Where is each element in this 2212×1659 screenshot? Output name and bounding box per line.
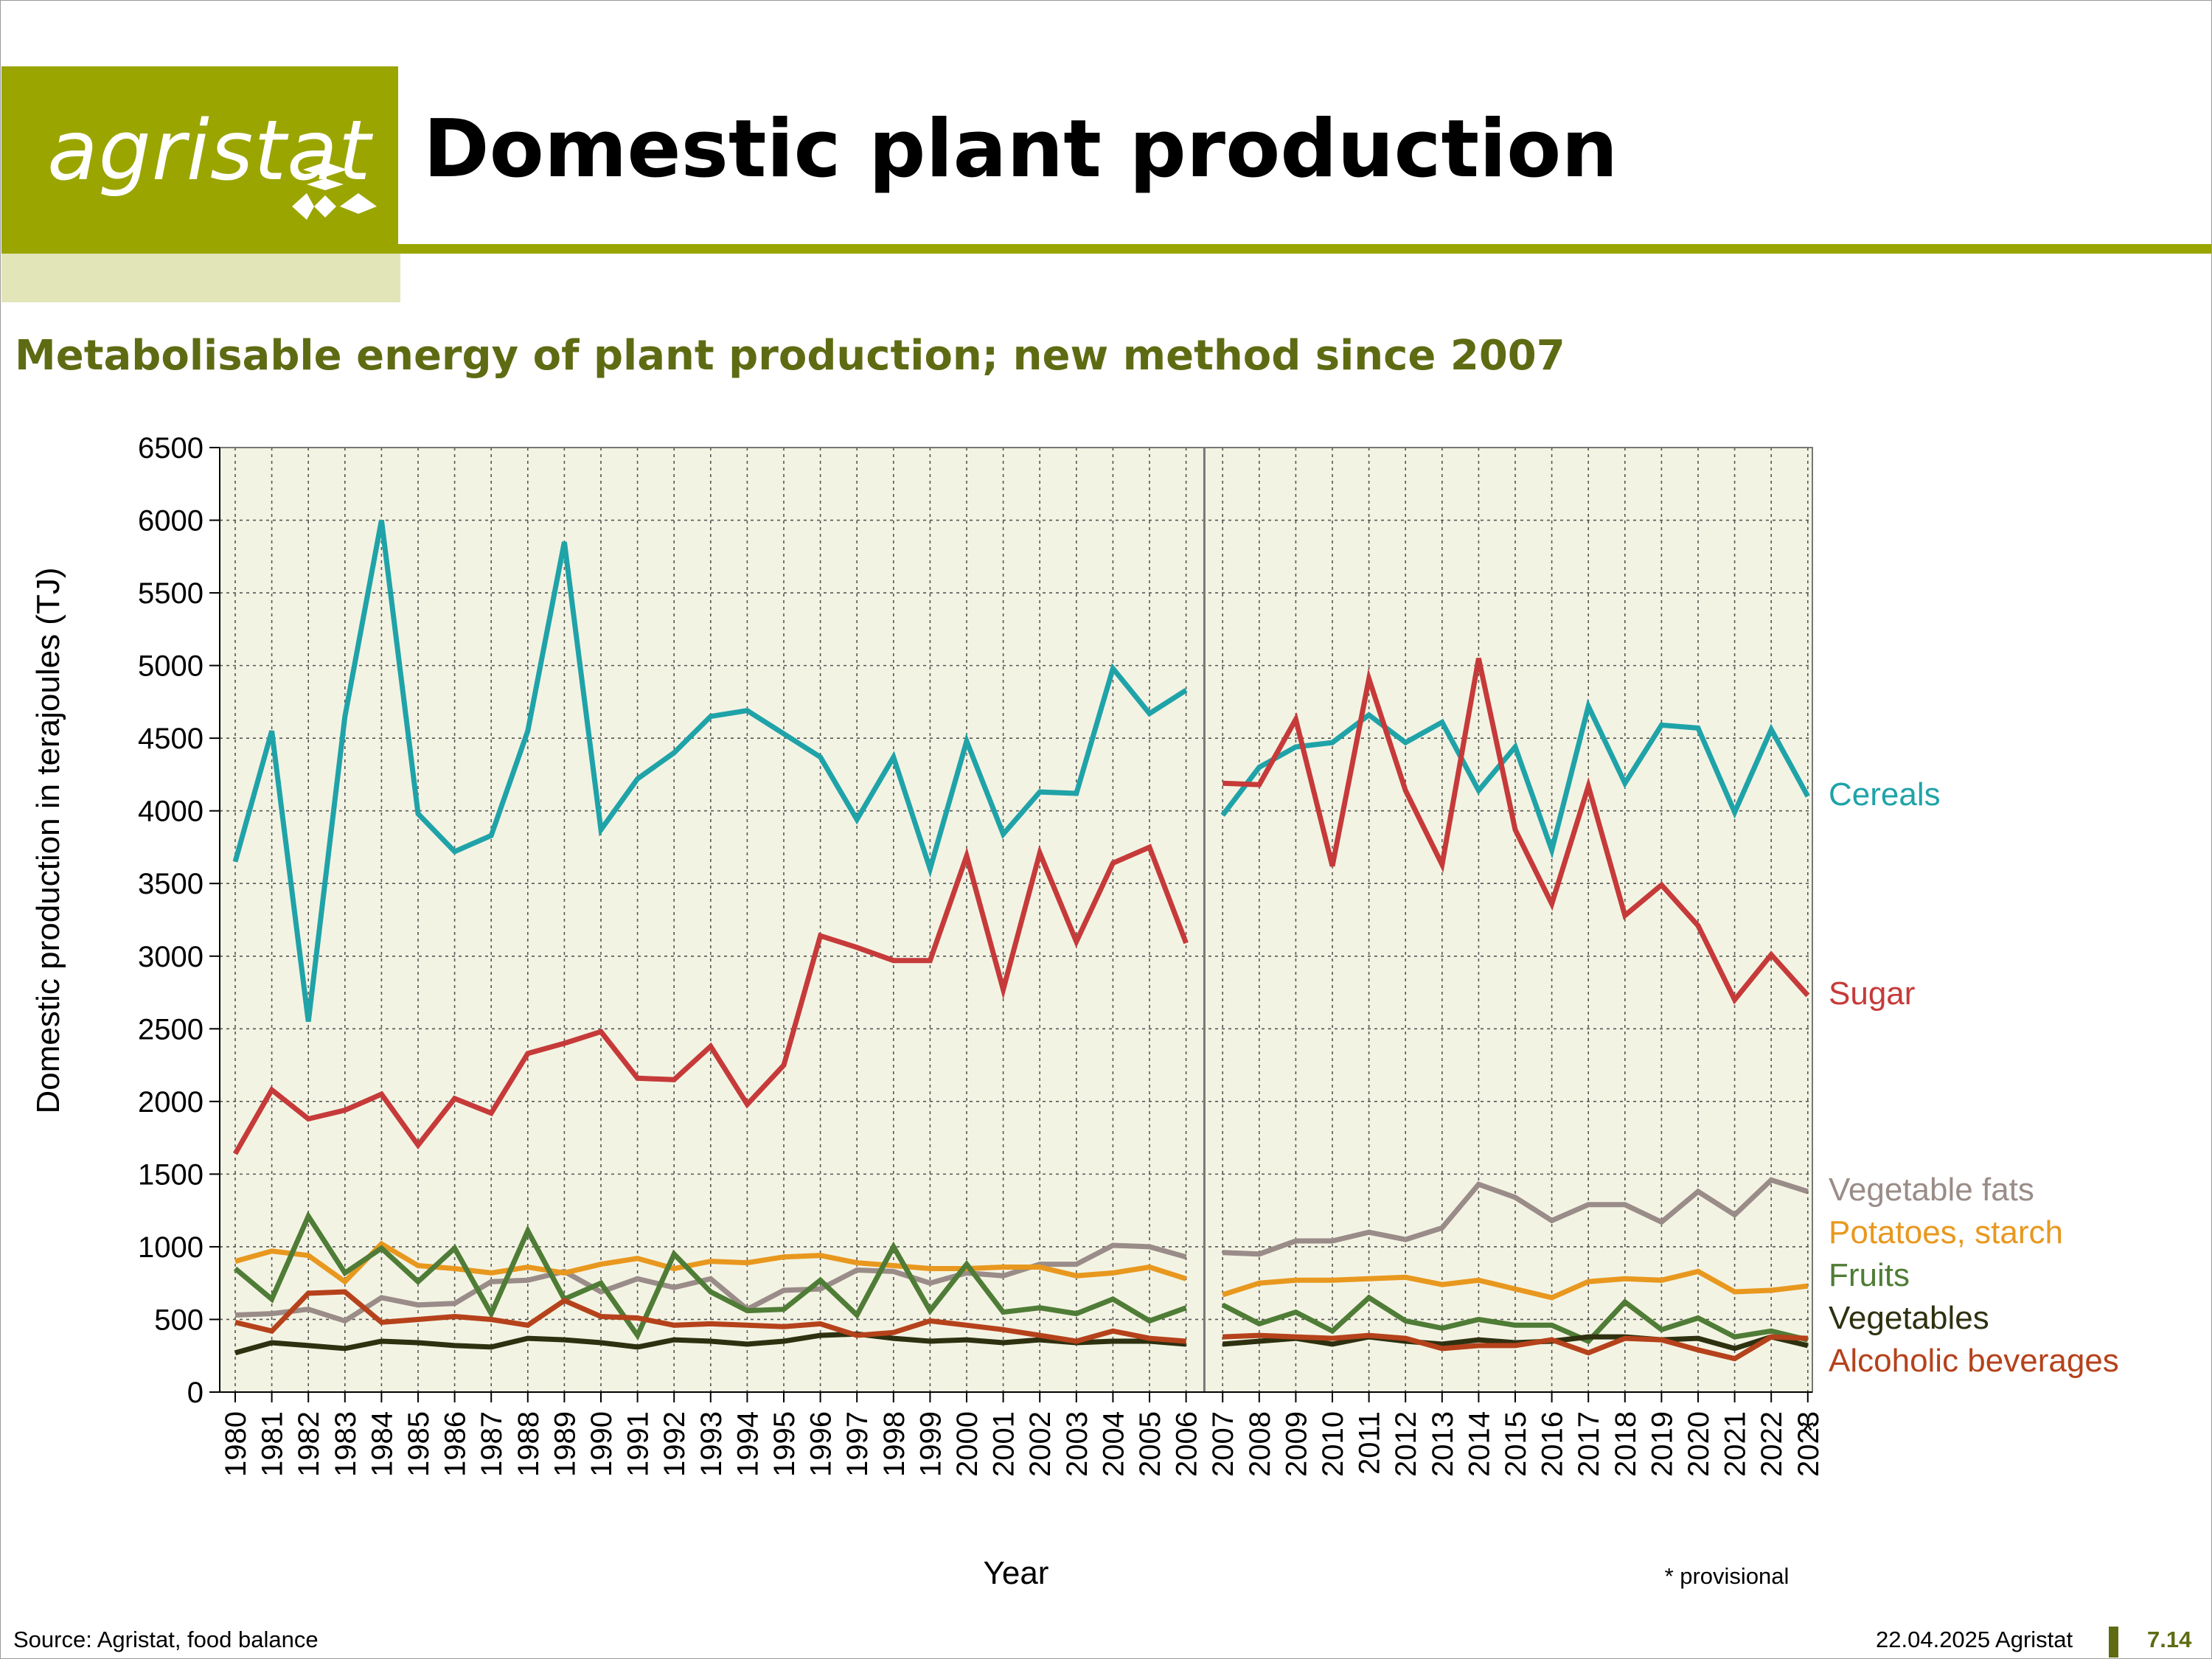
y-tick-label: 3000 <box>138 941 204 973</box>
x-tick-label: 2014 <box>1463 1411 1495 1477</box>
x-tick-label: 2018 <box>1610 1411 1642 1477</box>
y-tick-label: 5000 <box>138 650 204 683</box>
x-tick-label: 2020 <box>1683 1411 1715 1477</box>
x-tick-label: 1993 <box>695 1411 728 1477</box>
x-tick-label: 1988 <box>512 1411 545 1477</box>
grid-lines <box>220 448 1812 1392</box>
logo-banner-strip <box>1 254 400 302</box>
x-tick-label: 2010 <box>1317 1411 1349 1477</box>
x-tick-label: 2004 <box>1097 1411 1130 1477</box>
x-tick-label: 1987 <box>476 1411 508 1477</box>
x-tick-label: 2021 <box>1719 1411 1752 1477</box>
y-tick-label: 2500 <box>138 1013 204 1046</box>
x-tick-label: 1980 <box>220 1411 252 1477</box>
x-tick-label: 2019 <box>1646 1411 1678 1477</box>
y-tick-label: 1500 <box>138 1158 204 1191</box>
x-tick-label: 2002 <box>1024 1411 1057 1477</box>
series-lines <box>232 519 1810 1362</box>
axes: 0 500 1000 1500 2000 2500 3000 3500 4000 4500 5000… <box>138 432 1825 1477</box>
x-tick-label: 2001 <box>988 1411 1020 1477</box>
legend-label-vegetables: Vegetables <box>1829 1300 1989 1336</box>
x-tick-label: 2013 <box>1427 1411 1459 1477</box>
logo-banner <box>1 66 398 254</box>
x-tick-label: 1990 <box>585 1411 618 1477</box>
y-tick-label: 500 <box>154 1304 204 1336</box>
x-tick-label: 1997 <box>841 1411 874 1477</box>
x-tick-label: 1981 <box>257 1411 289 1477</box>
x-tick-label: 1983 <box>330 1411 362 1477</box>
page-title: Domestic plant production <box>423 103 1618 195</box>
x-tick-label: 1996 <box>805 1411 838 1477</box>
x-tick-label: 2017 <box>1573 1411 1605 1477</box>
title-rule <box>398 244 2212 254</box>
x-tick-label: 1986 <box>439 1411 472 1477</box>
legend-label-alcoholic-beverages: Alcoholic beverages <box>1829 1343 2119 1379</box>
page-number: 7.14 <box>2147 1627 2192 1652</box>
source-note: Source: Agristat, food balance <box>13 1627 319 1652</box>
y-tick-label: 2000 <box>138 1086 204 1119</box>
legend-label-sugar: Sugar <box>1829 975 1915 1012</box>
x-tick-label: 1994 <box>731 1411 764 1477</box>
x-tick-label: 2023 <box>1792 1411 1825 1477</box>
legend-label-potatoes-starch: Potatoes, starch <box>1829 1214 2063 1251</box>
y-tick-label: 6500 <box>138 432 204 465</box>
x-tick-label: 2012 <box>1390 1411 1422 1477</box>
x-tick-label: 1989 <box>549 1411 581 1477</box>
logo-diamonds-icon <box>292 162 377 220</box>
y-tick-label: 0 <box>187 1377 204 1409</box>
y-tick-label: 5500 <box>138 577 204 610</box>
x-tick-label: 2005 <box>1134 1411 1166 1477</box>
x-tick-label: 2015 <box>1500 1411 1532 1477</box>
plot-area <box>220 448 1812 1392</box>
x-tick-label: 1982 <box>293 1411 325 1477</box>
x-tick-label: 1999 <box>914 1411 947 1477</box>
y-axis-label: Domestic production in terajoules (TJ) <box>30 568 66 1114</box>
legend-label-fruits: Fruits <box>1829 1257 1910 1293</box>
chart-subtitle: Metabolisable energy of plant production… <box>15 332 1565 380</box>
series-labels: Cereals Sugar Vegetable fats Potatoes, star… <box>1829 776 2119 1379</box>
provisional-note: * provisional <box>1665 1563 1790 1589</box>
legend-label-cereals: Cereals <box>1829 776 1941 813</box>
x-tick-label: 1998 <box>878 1411 911 1477</box>
x-tick-label: 2007 <box>1207 1411 1239 1477</box>
x-tick-label: 1984 <box>366 1411 398 1477</box>
legend-label-vegetable-fats: Vegetable fats <box>1829 1172 2034 1208</box>
footer-divider <box>2109 1627 2118 1658</box>
x-tick-label: 2000 <box>951 1411 984 1477</box>
y-tick-label: 6000 <box>138 505 204 538</box>
x-tick-label: 2006 <box>1171 1411 1203 1477</box>
x-axis-label: Year <box>984 1555 1049 1591</box>
x-tick-label: 1995 <box>768 1411 801 1477</box>
x-tick-label: 1992 <box>658 1411 691 1477</box>
y-tick-label: 4000 <box>138 796 204 828</box>
y-tick-label: 3500 <box>138 868 204 900</box>
y-tick-label: 1000 <box>138 1231 204 1264</box>
x-tick-label: 1985 <box>403 1411 435 1477</box>
x-tick-label: 1991 <box>622 1411 655 1477</box>
x-tick-label: 2022 <box>1756 1411 1788 1477</box>
x-tick-label: 2008 <box>1244 1411 1276 1477</box>
x-tick-label: 2016 <box>1537 1411 1569 1477</box>
x-tick-label: 2003 <box>1061 1411 1093 1477</box>
provisional-marker: * <box>1801 1413 1814 1449</box>
x-tick-label: 2011 <box>1354 1411 1386 1475</box>
y-tick-label: 4500 <box>138 723 204 755</box>
footer-date: 22.04.2025 Agristat <box>1876 1627 2073 1652</box>
x-tick-label: 2009 <box>1280 1411 1312 1477</box>
